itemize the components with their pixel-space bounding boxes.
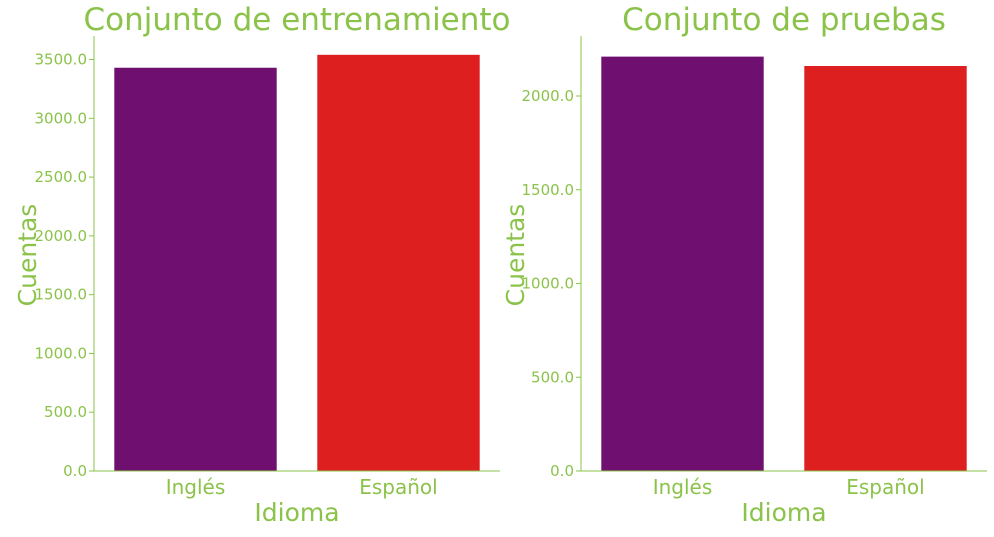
- chart1-bar-2: [317, 54, 480, 471]
- chart2-ytick-label-3: 1000.0: [522, 275, 575, 293]
- chart2-ytick-label-4: 1500.0: [522, 181, 575, 199]
- chart1-bar-1: [114, 67, 277, 472]
- chart2-ytick-label-2: 500.0: [531, 368, 574, 386]
- chart1-ytick-label-8: 3500.0: [35, 51, 88, 69]
- chart2-ytick-label-5: 2000.0: [522, 87, 575, 105]
- chart1-title: Conjunto de entrenamiento: [83, 2, 510, 38]
- chart2-xtick-label-1: Inglés: [653, 475, 713, 499]
- chart2-bar-1: [601, 56, 764, 471]
- chart2-ytick-label-1: 0.0: [550, 462, 574, 480]
- chart1-xlabel: Idioma: [254, 498, 339, 527]
- chart2-xlabel: Idioma: [741, 498, 826, 527]
- chart2-xtick-label-2: Español: [846, 475, 924, 499]
- chart1-xtick-label-2: Español: [359, 475, 437, 499]
- chart1-ytick-label-7: 3000.0: [35, 109, 88, 127]
- chart2-bar-2: [804, 66, 967, 471]
- chart1-ytick-label-3: 1000.0: [35, 344, 88, 362]
- chart2-title: Conjunto de pruebas: [622, 2, 946, 38]
- chart1-xtick-label-1: Inglés: [166, 475, 226, 499]
- chart1-ylabel: Cuentas: [13, 204, 42, 307]
- chart1-ytick-label-6: 2500.0: [35, 168, 88, 186]
- chart1-ytick-label-4: 1500.0: [35, 286, 88, 304]
- chart1-ytick-label-5: 2000.0: [35, 227, 88, 245]
- chart1-ytick-label-2: 500.0: [44, 403, 87, 421]
- chart1-ytick-label-1: 0.0: [63, 462, 87, 480]
- chart2-ylabel: Cuentas: [501, 204, 530, 307]
